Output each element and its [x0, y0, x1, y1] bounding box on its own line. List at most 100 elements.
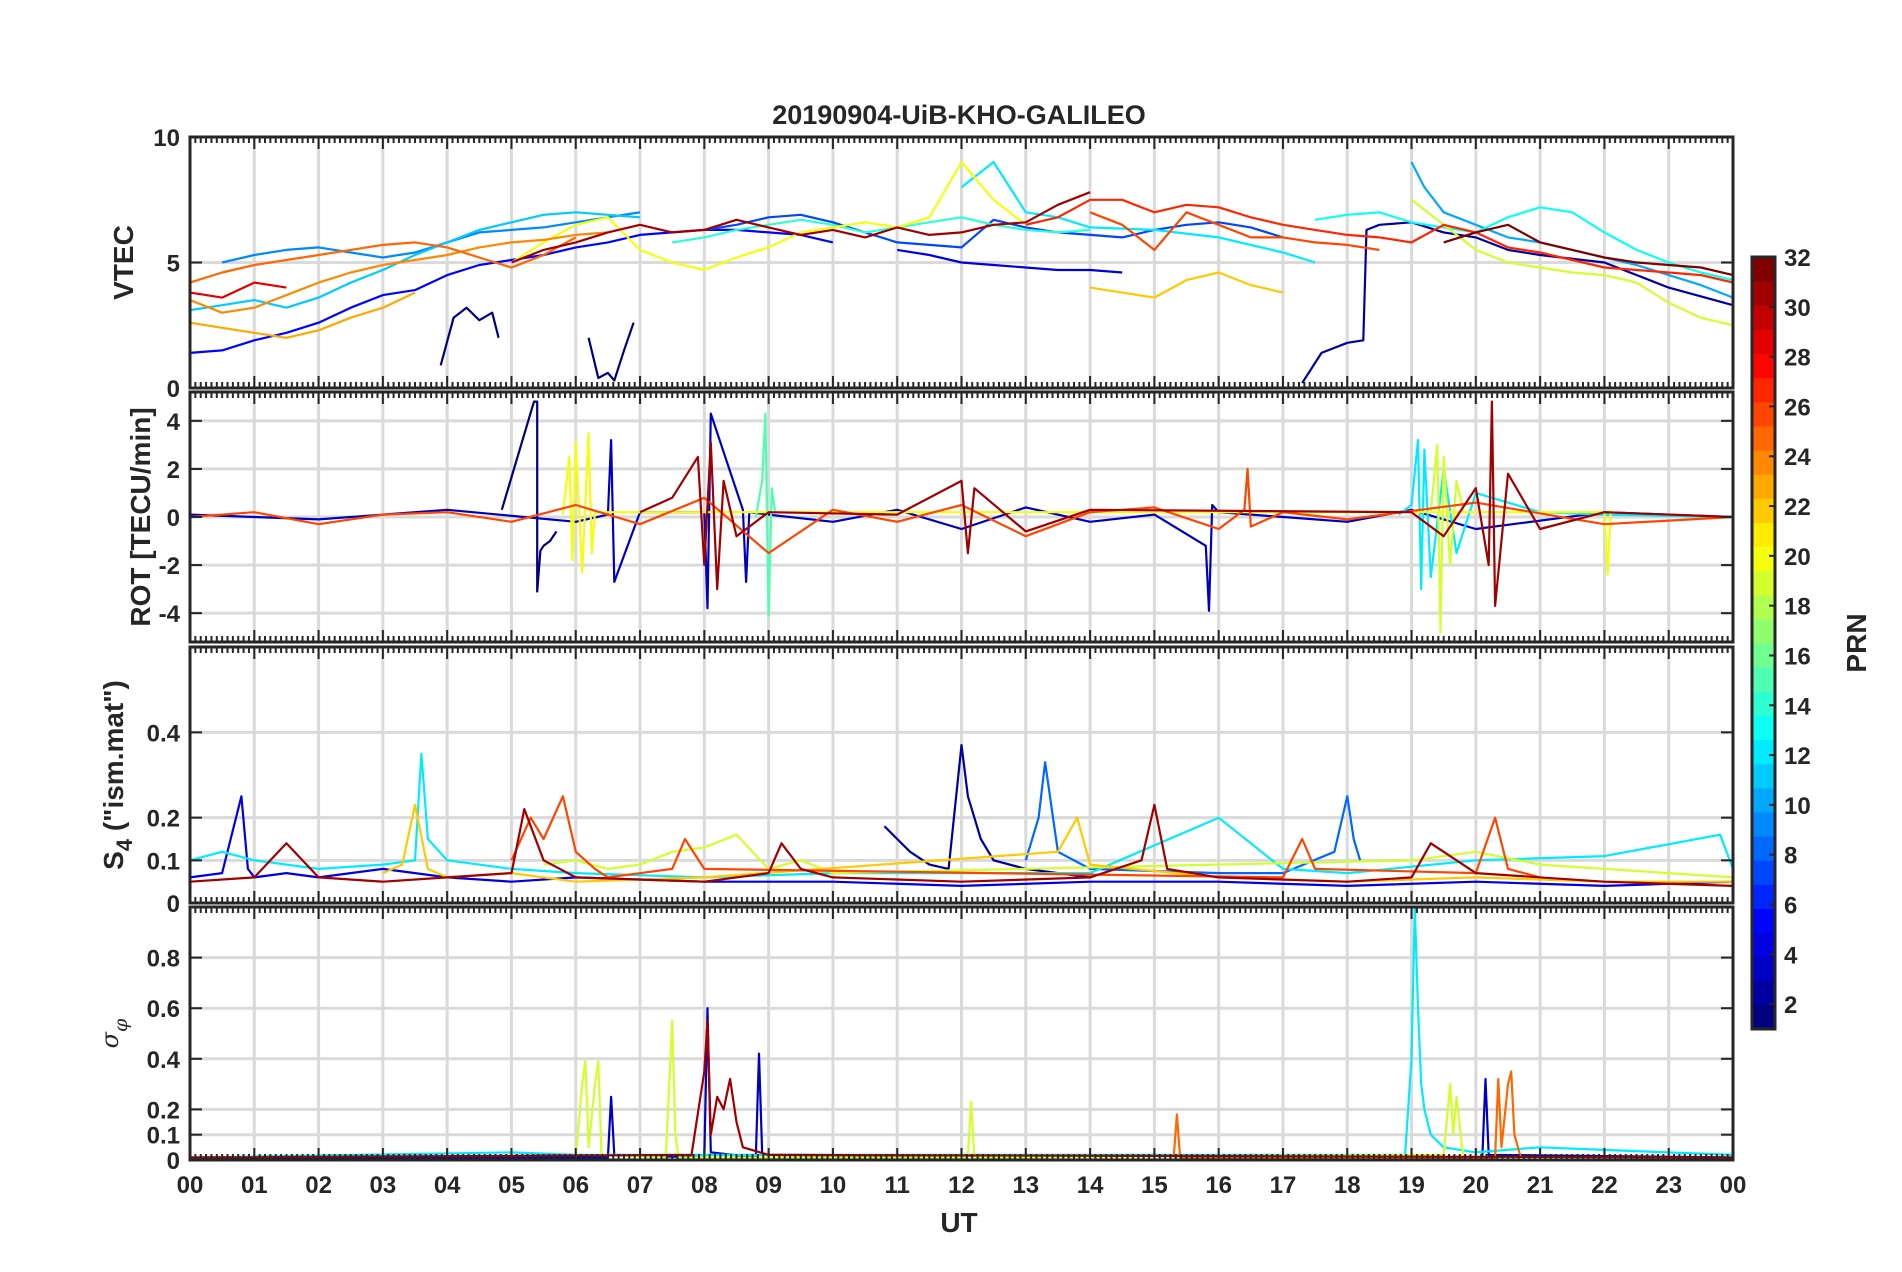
- colorbar-swatch: [1752, 546, 1775, 572]
- y-axis-label: ROT [TECU/min]: [125, 407, 156, 626]
- x-tick-label: 11: [885, 1172, 910, 1199]
- series-prn-26: [510, 795, 1541, 879]
- series-prn-24: [189, 231, 608, 314]
- colorbar-swatch: [1752, 474, 1775, 499]
- colorbar-swatch: [1752, 932, 1775, 958]
- x-tick-label: 15: [1141, 1172, 1168, 1199]
- x-tick-label: 17: [1270, 1172, 1297, 1199]
- colorbar-tick-label: 6: [1784, 892, 1797, 919]
- series-prn-32: [1443, 223, 1734, 277]
- y-tick-label: 2: [167, 457, 180, 484]
- y-tick-label: 0.2: [147, 1097, 180, 1124]
- colorbar-swatch: [1752, 353, 1775, 379]
- colorbar-swatch: [1752, 739, 1775, 765]
- panel-s4: 0 0.1 0.2 0.4 S4 ("ism.mat"): [98, 645, 1735, 918]
- series-prn-27: [1025, 198, 1734, 284]
- series-prn-31: [189, 1019, 1734, 1159]
- series-prn-31: [189, 803, 1734, 887]
- y-tick-label: 4: [167, 409, 181, 436]
- series-prn-26: [1089, 211, 1380, 251]
- y-tick-label: 5: [167, 251, 180, 278]
- colorbar-tick-label: 24: [1784, 444, 1811, 471]
- colorbar-swatch: [1752, 570, 1775, 596]
- y-axis-label: σφ: [96, 1018, 132, 1048]
- series-prn-19: [1429, 443, 1465, 634]
- series-prn-9: [221, 211, 641, 264]
- colorbar-swatch: [1752, 811, 1775, 837]
- axes-frame: [188, 645, 1735, 905]
- colorbar-swatch: [1752, 836, 1775, 861]
- colorbar-swatch: [1752, 329, 1775, 355]
- colorbar-tick-label: 12: [1784, 743, 1811, 770]
- x-tick-label: 20: [1462, 1172, 1489, 1199]
- colorbar-swatch: [1752, 643, 1775, 668]
- series-prn-20: [561, 431, 1612, 576]
- colorbar-tick-label: 14: [1784, 693, 1811, 720]
- y-tick-label: 0: [167, 891, 180, 918]
- y-tick-label: 0.6: [147, 996, 180, 1023]
- panel-rot: -4 -2 0 2 4 ROT [TECU/min]: [125, 390, 1735, 644]
- x-tick-label: 13: [1012, 1172, 1039, 1199]
- series-prn-19: [1410, 198, 1734, 327]
- series-prn-20: [510, 161, 1027, 272]
- x-tick-label: 12: [948, 1172, 975, 1199]
- series-prn-12: [960, 161, 1316, 264]
- colorbar-swatch: [1752, 377, 1775, 403]
- colorbar-frame: [1750, 255, 1777, 1031]
- x-tick-label: 22: [1591, 1172, 1618, 1199]
- panel-sigma_phi: 00.10.2 0.4 0.6 0.8 σφ: [96, 905, 1735, 1175]
- series-prn-7: [704, 213, 1284, 249]
- x-tick-label: 04: [434, 1172, 461, 1199]
- colorbar-tick-label: 10: [1784, 793, 1811, 820]
- colorbar-swatch: [1752, 980, 1775, 1006]
- x-tick-label: 00: [1720, 1172, 1747, 1199]
- axes-frame: [188, 905, 1735, 1162]
- colorbar-swatch: [1752, 715, 1775, 741]
- x-tick-label: 07: [627, 1172, 654, 1199]
- y-tick-label: 0.1: [147, 1123, 180, 1150]
- series-group: [189, 905, 1734, 1159]
- axes-frame: [188, 390, 1735, 644]
- series-prn-8: [1024, 761, 1362, 875]
- series-prn-1: [587, 322, 635, 382]
- series-prn-12: [189, 752, 1735, 879]
- figure-title: 20190904-UiB-KHO-GALILEO: [772, 100, 1146, 130]
- colorbar-swatch: [1752, 594, 1775, 620]
- x-tick-label: 19: [1398, 1172, 1425, 1199]
- y-tick-label: -4: [159, 601, 181, 628]
- series-prn-29: [189, 281, 287, 299]
- x-tick-label: 02: [305, 1172, 332, 1199]
- colorbar-swatch: [1752, 763, 1775, 789]
- colorbar-swatch: [1752, 618, 1775, 644]
- colorbar-swatch: [1752, 498, 1775, 523]
- series-group: [189, 743, 1735, 888]
- series-prn-19: [574, 1019, 1465, 1159]
- colorbar-swatch: [1752, 860, 1775, 885]
- series-prn-4: [897, 248, 1123, 274]
- x-tick-label: 06: [562, 1172, 589, 1199]
- y-tick-label: 0.4: [147, 1047, 181, 1074]
- series-prn-23: [189, 291, 416, 339]
- colorbar-swatch: [1752, 884, 1775, 909]
- colorbar-swatch: [1752, 401, 1775, 427]
- panel-vtec: 0 5 10 VTEC: [108, 125, 1735, 403]
- x-tick-label: 21: [1527, 1172, 1554, 1199]
- x-tick-label: 08: [691, 1172, 718, 1199]
- colorbar-tick-label: 18: [1784, 594, 1811, 621]
- y-tick-label: 0.2: [147, 806, 180, 833]
- colorbar-tick-label: 32: [1784, 245, 1811, 272]
- colorbar-label: PRN: [1841, 613, 1872, 672]
- x-tick-label: 05: [498, 1172, 525, 1199]
- y-tick-label: 0.1: [147, 848, 180, 875]
- colorbar-swatch: [1752, 1004, 1775, 1030]
- x-axis-label: UT: [940, 1207, 977, 1238]
- colorbar-swatch: [1752, 281, 1775, 306]
- series-prn-4: [189, 795, 1734, 888]
- axes-frame: [188, 135, 1735, 390]
- colorbar-tick-label: 26: [1784, 394, 1811, 421]
- series-prn-1: [500, 400, 558, 593]
- y-axis-label: S4 ("ism.mat"): [98, 680, 137, 870]
- x-tick-label: 14: [1077, 1172, 1104, 1199]
- colorbar-swatch: [1752, 787, 1775, 813]
- series-prn-25: [189, 236, 577, 284]
